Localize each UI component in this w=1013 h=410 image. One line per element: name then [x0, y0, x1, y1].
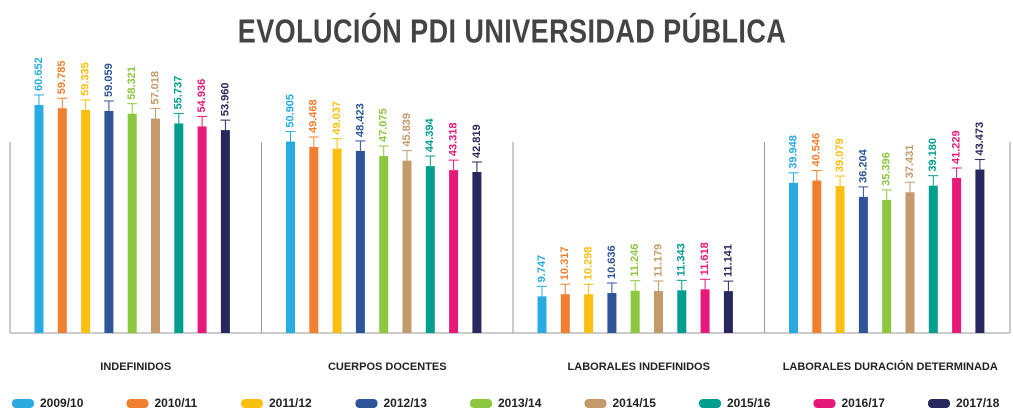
- bar: [700, 289, 710, 333]
- bar: [402, 160, 412, 333]
- category-label: LABORALES DURACIÓN DETERMINADA: [783, 360, 998, 373]
- bar: [332, 148, 342, 333]
- bar: [309, 147, 319, 333]
- bar: [789, 182, 798, 333]
- bar: [630, 290, 640, 333]
- value-label: 10.298: [583, 247, 595, 281]
- legend-label: 2009/10: [40, 396, 84, 410]
- legend-swatch: [470, 399, 492, 408]
- value-label: 50.905: [284, 94, 296, 128]
- bar: [57, 108, 67, 333]
- bar: [220, 130, 230, 333]
- bar: [812, 180, 822, 333]
- bar: [379, 155, 389, 333]
- bar: [905, 192, 915, 333]
- bar: [425, 166, 435, 333]
- legend-label: 2016/17: [842, 396, 886, 410]
- value-label: 43.318: [448, 122, 460, 156]
- value-label: 10.317: [559, 247, 571, 281]
- value-label: 53.960: [219, 82, 231, 116]
- legend-swatch: [126, 399, 149, 408]
- category-label: INDEFINIDOS: [100, 361, 171, 373]
- bar: [952, 177, 962, 333]
- value-label: 43.473: [974, 122, 986, 156]
- bar: [449, 170, 459, 333]
- legend-label: 2010/11: [155, 396, 198, 410]
- legend-label: 2015/16: [727, 396, 771, 410]
- value-label: 37.431: [904, 145, 916, 179]
- legend-label: 2012/13: [384, 396, 428, 410]
- category-label: LABORALES INDEFINIDOS: [568, 361, 710, 373]
- bar: [81, 109, 91, 334]
- value-label: 11.246: [629, 244, 641, 277]
- bar: [104, 110, 114, 333]
- legend-label: 2017/18: [956, 396, 1000, 410]
- bar: [197, 126, 207, 333]
- bar: [472, 172, 482, 333]
- bar: [677, 290, 687, 333]
- value-label: 59.785: [56, 61, 68, 95]
- bar: [560, 294, 570, 333]
- value-label: 11.618: [699, 242, 711, 275]
- value-label: 55.737: [173, 76, 185, 110]
- legend-swatch: [699, 399, 721, 408]
- value-label: 57.018: [149, 71, 161, 105]
- value-label: 60.652: [33, 57, 45, 91]
- value-label: 54.936: [196, 79, 208, 113]
- value-label: 59.335: [80, 62, 92, 96]
- legend-swatch: [813, 399, 836, 408]
- value-label: 44.394: [424, 118, 436, 153]
- value-label: 39.948: [787, 135, 799, 169]
- bar: [127, 113, 137, 333]
- bar: [858, 196, 868, 333]
- value-label: 11.141: [722, 244, 734, 277]
- bar: [355, 150, 365, 333]
- legend-swatch: [241, 399, 263, 408]
- value-label: 42.819: [471, 124, 483, 158]
- value-label: 49.037: [331, 101, 343, 135]
- value-label: 39.079: [834, 138, 846, 172]
- bar: [975, 169, 985, 333]
- value-label: 45.839: [401, 113, 413, 147]
- value-label: 58.321: [126, 66, 138, 100]
- bar: [607, 293, 617, 333]
- value-label: 36.204: [857, 148, 869, 183]
- chart-title: EVOLUCIÓN PDI UNIVERSIDAD PÚBLICA: [238, 13, 786, 50]
- value-label: 39.180: [927, 138, 939, 172]
- bar: [654, 290, 663, 333]
- bar: [835, 186, 845, 333]
- legend-label: 2013/14: [498, 396, 542, 410]
- legend-label: 2014/15: [613, 396, 657, 410]
- value-label: 9.747: [536, 255, 548, 283]
- bar: [286, 141, 295, 333]
- bar: [882, 199, 892, 333]
- value-label: 11.343: [676, 243, 688, 276]
- value-label: 41.229: [951, 130, 963, 164]
- value-label: 35.396: [881, 152, 893, 186]
- bar: [928, 185, 938, 333]
- value-label: 11.179: [652, 244, 664, 277]
- bar: [174, 123, 184, 333]
- category-label: CUERPOS DOCENTES: [328, 361, 447, 373]
- value-label: 47.075: [378, 108, 390, 142]
- legend-swatch: [928, 399, 950, 408]
- value-label: 49.468: [308, 99, 320, 133]
- bar: [723, 291, 733, 333]
- legend-swatch: [12, 399, 34, 408]
- legend-label: 2011/12: [269, 396, 312, 410]
- value-label: 40.546: [811, 133, 823, 167]
- bar: [151, 118, 160, 333]
- bar: [584, 294, 594, 333]
- legend-swatch: [584, 399, 607, 408]
- bar: [537, 296, 547, 333]
- value-label: 59.059: [103, 63, 115, 97]
- value-label: 48.423: [354, 103, 366, 137]
- value-label: 10.636: [606, 245, 618, 279]
- bar: [34, 104, 44, 333]
- legend-swatch: [355, 399, 378, 408]
